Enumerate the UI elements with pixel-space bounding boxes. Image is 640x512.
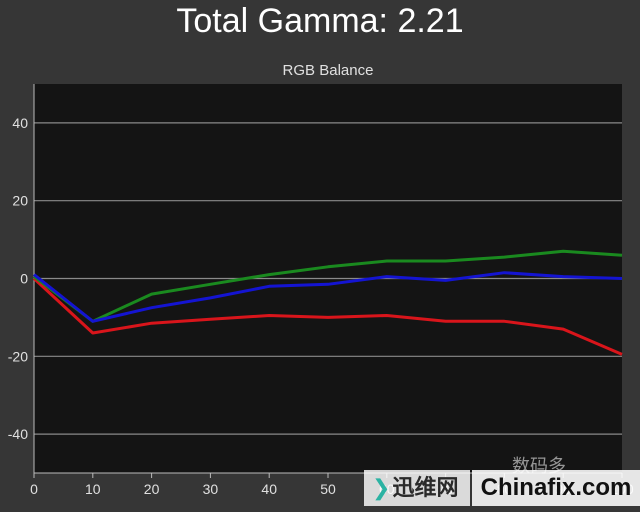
watermark-xunwei: ❯迅维网 <box>364 470 470 506</box>
y-tick-label: 0 <box>20 271 28 287</box>
x-tick-label: 50 <box>320 481 336 497</box>
x-tick-label: 10 <box>85 481 101 497</box>
chart-title: RGB Balance <box>282 62 374 79</box>
watermark-chinafix: Chinafix.com <box>472 470 640 506</box>
red-series-line <box>32 277 623 356</box>
page-title: Total Gamma: 2.21 <box>176 2 464 40</box>
y-tick-label: -20 <box>8 348 28 364</box>
y-tick-label: 20 <box>12 193 28 209</box>
x-tick-label: 30 <box>203 481 219 497</box>
x-tick-label: 20 <box>144 481 160 497</box>
x-tick-label: 40 <box>261 481 277 497</box>
y-tick-label: -40 <box>8 426 28 442</box>
watermark-xunwei-text: 迅维网 <box>392 475 459 500</box>
green-series-line <box>33 249 623 323</box>
xunwei-logo-icon: ❯ <box>372 475 391 500</box>
y-tick-label: 40 <box>12 115 28 131</box>
blue-series-line <box>33 271 623 323</box>
x-tick-label: 0 <box>30 481 38 497</box>
